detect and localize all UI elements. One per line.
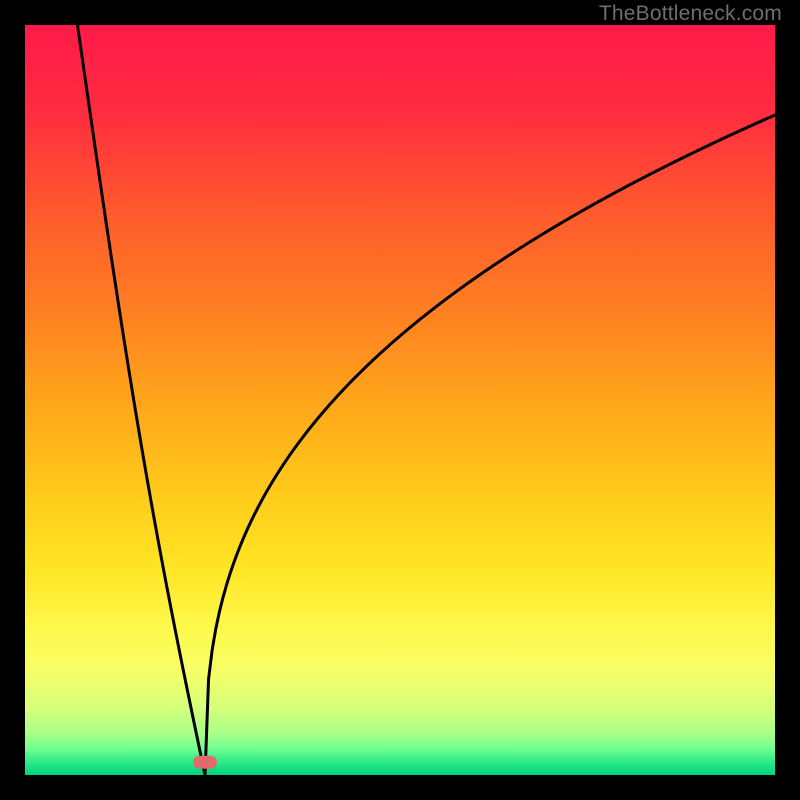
minimum-marker	[193, 756, 217, 769]
plot-background	[25, 25, 775, 775]
bottleneck-curve-chart	[0, 0, 800, 800]
chart-frame: TheBottleneck.com	[0, 0, 800, 800]
watermark-text: TheBottleneck.com	[599, 2, 782, 26]
